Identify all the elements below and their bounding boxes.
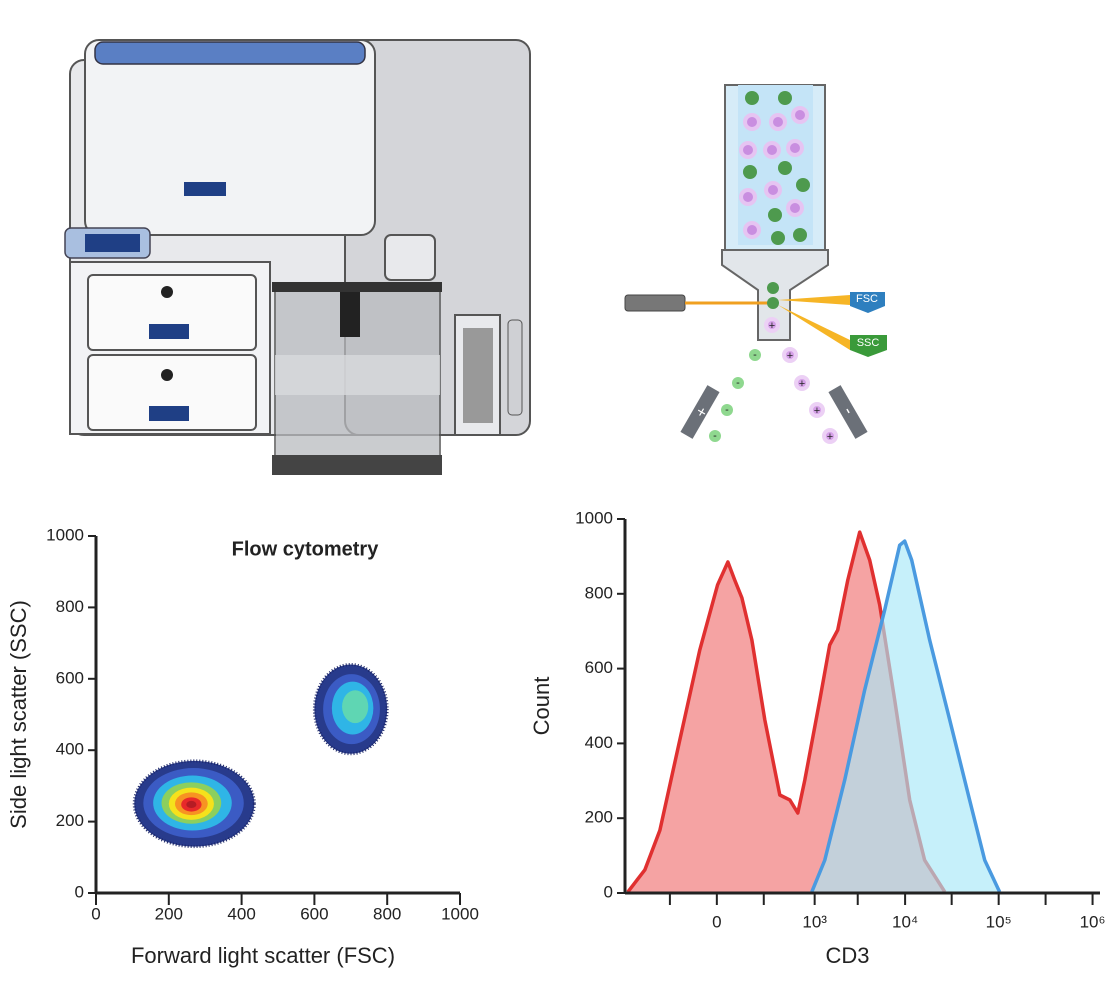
x-tick-label: 10³ (802, 912, 827, 931)
charge-label: - (736, 377, 740, 389)
chart (626, 530, 1002, 893)
y-tick-label: 1000 (46, 525, 84, 544)
chart-title: Flow cytometry (232, 538, 380, 560)
density-contour (342, 690, 369, 724)
x-tick-label: 1000 (441, 904, 479, 923)
x-tick-label: 400 (227, 904, 255, 923)
x-axis-label: CD3 (825, 943, 869, 968)
x-axis-label: Forward light scatter (FSC) (131, 943, 395, 968)
y-tick-label: 400 (56, 740, 84, 759)
x-tick-label: 200 (155, 904, 183, 923)
y-tick-label: 200 (56, 811, 84, 830)
y-tick-label: 600 (585, 658, 613, 677)
x-tick-label: 10⁶ (1080, 912, 1106, 931)
charge-label: + (787, 350, 793, 362)
y-tick-label: 600 (56, 668, 84, 687)
y-axis-label: Count (529, 677, 554, 736)
detector-label: SSC (857, 337, 880, 349)
chart (132, 663, 389, 849)
detector-label: FSC (856, 293, 878, 305)
charge-label: - (713, 430, 717, 442)
cytometer-illustration (64, 39, 531, 475)
y-tick-label: 200 (585, 808, 613, 827)
x-tick-label: 0 (91, 904, 100, 923)
y-axis-label: Side light scatter (SSC) (6, 600, 31, 829)
charge-label: + (814, 405, 820, 417)
flow-cell-illustration (624, 84, 887, 444)
x-tick-label: 10⁴ (892, 912, 918, 931)
charge-label: - (725, 404, 729, 416)
histogram-area (811, 541, 1000, 892)
charge-label: + (769, 320, 775, 332)
y-tick-label: 1000 (575, 508, 613, 527)
y-tick-label: 0 (75, 882, 84, 901)
x-tick-label: 800 (373, 904, 401, 923)
x-tick-label: 600 (300, 904, 328, 923)
charge-label: + (827, 431, 833, 443)
y-tick-label: 800 (585, 583, 613, 602)
charge-label: - (753, 349, 757, 361)
y-tick-label: 0 (604, 882, 613, 901)
x-tick-label: 10⁵ (986, 912, 1012, 931)
density-contour (186, 800, 197, 809)
histogram-outline (626, 530, 947, 893)
x-tick-label: 0 (712, 912, 721, 931)
histogram-outline (810, 539, 1002, 893)
charge-label: + (799, 378, 805, 390)
y-tick-label: 800 (56, 597, 84, 616)
y-tick-label: 400 (585, 733, 613, 752)
